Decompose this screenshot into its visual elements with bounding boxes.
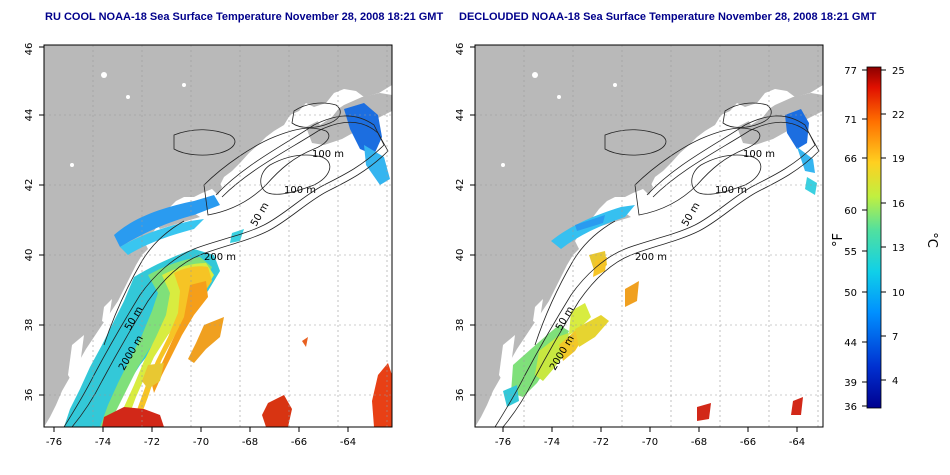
left-map-y-axis: 36 38 40 42 44 46 [24, 43, 44, 402]
f-tick-label: 50 [844, 288, 857, 299]
contour-label: 100 m [312, 149, 344, 160]
c-tick-label: 16 [892, 199, 905, 210]
y-tick-label: 46 [455, 43, 466, 56]
f-tick-label: 55 [844, 247, 857, 258]
x-tick-label: -70 [642, 437, 658, 448]
y-tick-label: 46 [24, 43, 35, 56]
x-tick-label: -64 [340, 437, 356, 448]
y-tick-label: 40 [455, 249, 466, 262]
y-tick-label: 44 [455, 109, 466, 122]
left-map-grid [44, 44, 392, 427]
f-tick-label: 39 [844, 378, 857, 389]
c-tick-label: 13 [892, 243, 905, 254]
c-tick-label: 7 [892, 332, 898, 343]
c-tick-label: 19 [892, 154, 905, 165]
f-tick-label: 77 [844, 66, 857, 77]
colorbar-fahrenheit-label: °F [831, 233, 846, 247]
c-tick-label: 4 [892, 376, 898, 387]
y-tick-label: 38 [455, 319, 466, 332]
x-tick-label: -74 [95, 437, 111, 448]
right-map-x-axis: -76 -74 -72 -70 -68 -66 -64 [495, 427, 805, 448]
y-tick-label: 38 [24, 319, 35, 332]
f-tick-label: 66 [844, 154, 857, 165]
f-tick-label: 44 [844, 338, 857, 349]
f-tick-label: 36 [844, 402, 857, 413]
colorbar-gradient [866, 66, 882, 409]
x-tick-label: -70 [193, 437, 209, 448]
left-map-title: RU COOL NOAA-18 Sea Surface Temperature … [45, 11, 444, 23]
c-tick-label: 25 [892, 66, 905, 77]
contour-label: 100 m [715, 185, 747, 196]
right-map-sst-overlay [503, 109, 817, 421]
left-map-sst-overlay [64, 103, 392, 427]
x-tick-label: -74 [544, 437, 560, 448]
colorbar-c-axis: 25 22 19 16 13 10 7 4 [881, 66, 905, 387]
y-tick-label: 36 [455, 389, 466, 402]
x-tick-label: -66 [740, 437, 756, 448]
contour-label: 100 m [743, 149, 775, 160]
x-tick-label: -72 [144, 437, 160, 448]
left-map-x-axis: -76 -74 -72 -70 -68 -66 -64 [46, 427, 356, 448]
right-map-y-axis: 36 38 40 42 44 46 [455, 43, 475, 402]
y-tick-label: 44 [24, 109, 35, 122]
y-tick-label: 42 [455, 179, 466, 192]
contour-label: 100 m [284, 185, 316, 196]
c-tick-label: 10 [892, 288, 905, 299]
f-tick-label: 60 [844, 206, 857, 217]
colorbar-f-axis: 77 71 66 60 55 50 44 39 36 [844, 66, 867, 413]
y-tick-label: 42 [24, 179, 35, 192]
y-tick-label: 40 [24, 249, 35, 262]
x-tick-label: -64 [789, 437, 805, 448]
right-map-frame [474, 44, 824, 428]
c-tick-label: 22 [892, 110, 905, 121]
x-tick-label: -68 [691, 437, 707, 448]
x-tick-label: -76 [495, 437, 511, 448]
x-tick-label: -72 [593, 437, 609, 448]
right-map-title: DECLOUDED NOAA-18 Sea Surface Temperatur… [459, 11, 877, 23]
colorbar: 77 71 66 60 55 50 44 39 36 25 22 19 16 1… [831, 66, 939, 413]
x-tick-label: -76 [46, 437, 62, 448]
left-map-frame [43, 44, 393, 428]
contour-label: 200 m [635, 252, 667, 263]
x-tick-label: -68 [242, 437, 258, 448]
right-map-panel: 100 m 100 m 50 m 200 m 50 m 2000 m -76 -… [455, 43, 824, 448]
x-tick-label: -66 [291, 437, 307, 448]
colorbar-celsius-label: °C [924, 232, 939, 248]
f-tick-label: 71 [844, 115, 857, 126]
y-tick-label: 36 [24, 389, 35, 402]
left-map-panel: 100 m 100 m 50 m 200 m 50 m 2000 m -76 -… [24, 43, 393, 448]
contour-label: 200 m [204, 252, 236, 263]
